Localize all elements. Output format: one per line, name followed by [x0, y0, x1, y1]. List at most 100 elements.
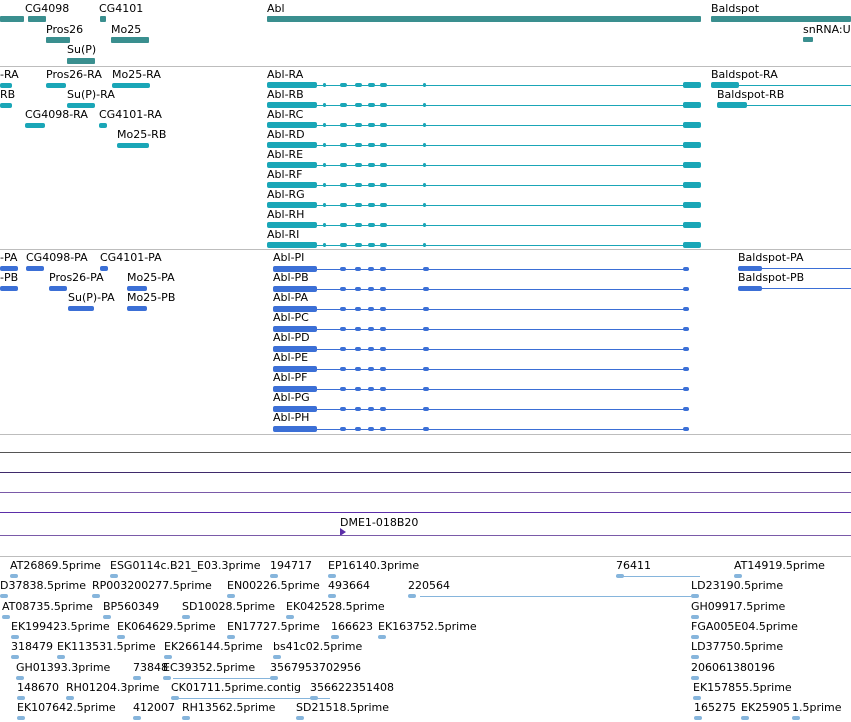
- protein-exon[interactable]: [340, 427, 346, 431]
- est-label[interactable]: GH01393.3prime: [16, 661, 111, 674]
- transcript-exon[interactable]: [267, 222, 317, 228]
- protein-exon[interactable]: [355, 347, 361, 351]
- protein-exon[interactable]: [368, 307, 374, 311]
- est-label[interactable]: AT08735.5prime: [2, 600, 93, 613]
- est-feature[interactable]: [691, 594, 699, 598]
- transcript-exon[interactable]: [380, 103, 387, 107]
- est-label[interactable]: AT14919.5prime: [734, 559, 825, 572]
- gene-bar-cg4098[interactable]: [28, 16, 46, 22]
- protein-exon[interactable]: [368, 327, 374, 331]
- protein-bar-cg4098-pa[interactable]: [26, 266, 44, 271]
- protein-exon[interactable]: [380, 387, 386, 391]
- est-feature[interactable]: [331, 635, 339, 639]
- est-label[interactable]: EN17727.5prime: [227, 620, 320, 633]
- transcript-exon[interactable]: [267, 102, 317, 108]
- transcript-exon[interactable]: [380, 83, 387, 87]
- transcript-exon[interactable]: [340, 143, 347, 147]
- protein-bar-baldspot-pb[interactable]: [738, 286, 762, 291]
- protein-exon[interactable]: [423, 307, 429, 311]
- transcript-exon[interactable]: [683, 122, 701, 128]
- protein-exon[interactable]: [423, 407, 429, 411]
- est-feature[interactable]: [694, 716, 702, 720]
- est-label[interactable]: EK064629.5prime: [117, 620, 216, 633]
- transcript-exon[interactable]: [267, 142, 317, 148]
- protein-exon[interactable]: [423, 367, 429, 371]
- transcript-exon[interactable]: [340, 183, 347, 187]
- transcript-label-abl[interactable]: Abl-RH: [267, 208, 305, 221]
- transcript-label-abl[interactable]: Abl-RG: [267, 188, 305, 201]
- transcript-label-abl[interactable]: Abl-RC: [267, 108, 304, 121]
- gene-label-abl[interactable]: Abl: [267, 2, 285, 15]
- est-feature[interactable]: [133, 676, 141, 680]
- protein-label-cg4101-pa[interactable]: CG4101-PA: [100, 251, 162, 264]
- transcript-exon[interactable]: [683, 182, 701, 188]
- protein-exon[interactable]: [380, 407, 386, 411]
- est-feature[interactable]: [693, 696, 701, 700]
- protein-exon[interactable]: [340, 267, 346, 271]
- est-label[interactable]: EK266144.5prime: [164, 640, 263, 653]
- est-label[interactable]: 148670: [17, 681, 59, 694]
- protein-exon[interactable]: [355, 427, 361, 431]
- transcript-exon[interactable]: [267, 82, 317, 88]
- transcript-exon[interactable]: [683, 202, 701, 208]
- transcript-exon[interactable]: [368, 183, 375, 187]
- transcript-exon[interactable]: [380, 123, 387, 127]
- est-label[interactable]: EP16140.3prime: [328, 559, 420, 572]
- est-feature[interactable]: [328, 594, 336, 598]
- est-feature[interactable]: [792, 716, 800, 720]
- est-label[interactable]: SD10028.5prime: [182, 600, 275, 613]
- protein-exon[interactable]: [355, 287, 361, 291]
- transcript-label-left-rb[interactable]: RB: [0, 88, 16, 101]
- protein-bar-mo25-pb[interactable]: [127, 306, 147, 311]
- gene-label-snrna[interactable]: snRNA:U: [803, 23, 851, 36]
- transcript-bar-baldspot-rb[interactable]: [717, 102, 747, 108]
- protein-exon[interactable]: [355, 267, 361, 271]
- protein-bar-left-pa[interactable]: [0, 266, 18, 271]
- protein-exon[interactable]: [340, 287, 346, 291]
- transcript-exon[interactable]: [368, 143, 375, 147]
- transcript-bar-mo25-ra[interactable]: [112, 83, 150, 88]
- transcript-bar-sup-ra[interactable]: [67, 103, 95, 108]
- protein-exon[interactable]: [368, 267, 374, 271]
- protein-exon[interactable]: [368, 427, 374, 431]
- transcript-exon[interactable]: [355, 103, 362, 107]
- protein-label-pros26-pa[interactable]: Pros26-PA: [49, 271, 104, 284]
- protein-label-cg4098-pa[interactable]: CG4098-PA: [26, 251, 88, 264]
- gene-label-cg4098[interactable]: CG4098: [25, 2, 70, 15]
- protein-exon[interactable]: [423, 387, 429, 391]
- gene-label-sup[interactable]: Su(P): [67, 43, 97, 56]
- protein-exon[interactable]: [355, 407, 361, 411]
- est-label[interactable]: EK25905: [741, 701, 791, 714]
- est-label[interactable]: 166623: [331, 620, 373, 633]
- transcript-bar-pros26-ra[interactable]: [46, 83, 66, 88]
- est-feature[interactable]: [296, 716, 304, 720]
- transcript-exon[interactable]: [355, 183, 362, 187]
- transcript-exon[interactable]: [368, 203, 375, 207]
- protein-exon[interactable]: [340, 387, 346, 391]
- est-feature[interactable]: [66, 696, 74, 700]
- transcript-exon[interactable]: [267, 122, 317, 128]
- protein-exon[interactable]: [273, 286, 317, 292]
- est-label[interactable]: 3567953702956: [270, 661, 361, 674]
- est-feature[interactable]: [286, 615, 294, 619]
- transcript-exon[interactable]: [340, 163, 347, 167]
- transcript-exon[interactable]: [368, 123, 375, 127]
- protein-exon[interactable]: [273, 386, 317, 392]
- transcript-label-mo25-ra[interactable]: Mo25-RA: [112, 68, 161, 81]
- est-feature[interactable]: [133, 716, 141, 720]
- transcript-exon[interactable]: [267, 162, 317, 168]
- protein-label-abl[interactable]: Abl-PC: [273, 311, 309, 324]
- protein-exon[interactable]: [368, 387, 374, 391]
- protein-exon[interactable]: [380, 327, 386, 331]
- protein-bar-sup-pa[interactable]: [68, 306, 94, 311]
- est-feature[interactable]: [691, 615, 699, 619]
- transcript-exon[interactable]: [340, 243, 347, 247]
- protein-label-abl[interactable]: Abl-PB: [273, 271, 309, 284]
- protein-label-mo25-pa[interactable]: Mo25-PA: [127, 271, 175, 284]
- protein-exon[interactable]: [380, 427, 386, 431]
- transcript-label-cg4101-ra[interactable]: CG4101-RA: [99, 108, 162, 121]
- protein-exon[interactable]: [683, 427, 689, 431]
- protein-exon[interactable]: [423, 327, 429, 331]
- est-label[interactable]: EK199423.5prime: [11, 620, 110, 633]
- protein-bar-cg4101-pa[interactable]: [100, 266, 108, 271]
